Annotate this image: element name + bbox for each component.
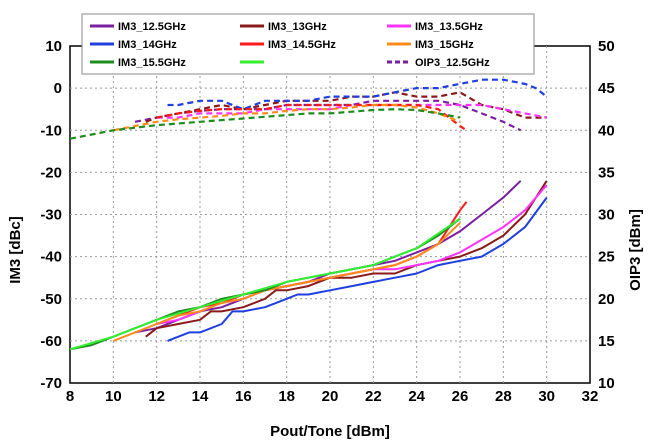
x-axis-label: Pout/Tone [dBm] — [270, 423, 390, 440]
series-line — [156, 103, 468, 132]
y-tick-label: -70 — [40, 375, 62, 392]
y-tick-label: 0 — [54, 80, 62, 97]
y2-tick-label: 30 — [598, 207, 615, 224]
legend-label: IM3_14.5GHz — [268, 39, 336, 51]
x-tick-label: 12 — [148, 388, 165, 405]
legend-box — [81, 13, 535, 75]
y-axis-label: IM3 [dBc] — [7, 216, 24, 284]
legend-label: IM3_15.5GHz — [118, 57, 186, 69]
y-tick-label: -50 — [40, 291, 62, 308]
series-line — [69, 217, 461, 351]
x-tick-label: 10 — [105, 388, 122, 405]
series-line — [145, 91, 547, 123]
y-tick-label: -60 — [40, 333, 62, 350]
x-tick-label: 30 — [538, 388, 555, 405]
series-line — [69, 108, 461, 140]
y2-tick-label: 25 — [598, 249, 615, 266]
y-tick-label: 10 — [45, 38, 62, 55]
x-tick-label: 22 — [365, 388, 382, 405]
series-line — [112, 222, 461, 342]
x-tick-label: 8 — [66, 388, 74, 405]
legend-label: IM3_14GHz — [118, 39, 177, 51]
y2-tick-label: 15 — [598, 333, 615, 350]
y2-tick-label: 45 — [598, 80, 615, 97]
legend-label: IM3_13GHz — [268, 21, 327, 33]
y2-tick-label: 50 — [598, 38, 615, 55]
y2-tick-label: 10 — [598, 375, 615, 392]
series-group — [69, 78, 548, 351]
series-line — [156, 103, 547, 119]
y-tick-label: -20 — [40, 164, 62, 181]
x-tick-label: 24 — [408, 388, 425, 405]
y2-tick-label: 20 — [598, 291, 615, 308]
x-tick-label: 14 — [192, 388, 209, 405]
series-line — [145, 180, 548, 338]
series-line — [167, 197, 548, 342]
y-tick-label: -10 — [40, 122, 62, 139]
x-tick-label: 28 — [495, 388, 512, 405]
legend-label: OIP3_12.5GHz — [415, 57, 490, 69]
legend-label: IM3_12.5GHz — [118, 21, 186, 33]
series-line — [113, 103, 461, 132]
legend: IM3_12.5GHz IM3_13GHz IM3_13.5GHz IM3_14GHz… — [81, 13, 535, 75]
y-tick-label: -40 — [40, 249, 62, 266]
y2-tick-label: 40 — [598, 122, 615, 139]
grid — [70, 46, 590, 383]
legend-label: IM3_15GHz — [415, 39, 474, 51]
y-tick-label: -30 — [40, 207, 62, 224]
x-tick-label: 32 — [582, 388, 599, 405]
x-tick-label: 18 — [278, 388, 295, 405]
y2-axis-label: OIP3 [dBm] — [627, 209, 644, 291]
axes: 8 10 12 14 16 18 20 22 24 26 28 30 32100-10-20-30-40… — [40, 38, 614, 405]
y2-tick-label: 35 — [598, 164, 615, 181]
x-tick-label: 20 — [322, 388, 339, 405]
series-line — [167, 78, 548, 111]
legend-label: IM3_13.5GHz — [415, 21, 483, 33]
x-tick-label: 26 — [452, 388, 469, 405]
x-tick-label: 16 — [235, 388, 252, 405]
